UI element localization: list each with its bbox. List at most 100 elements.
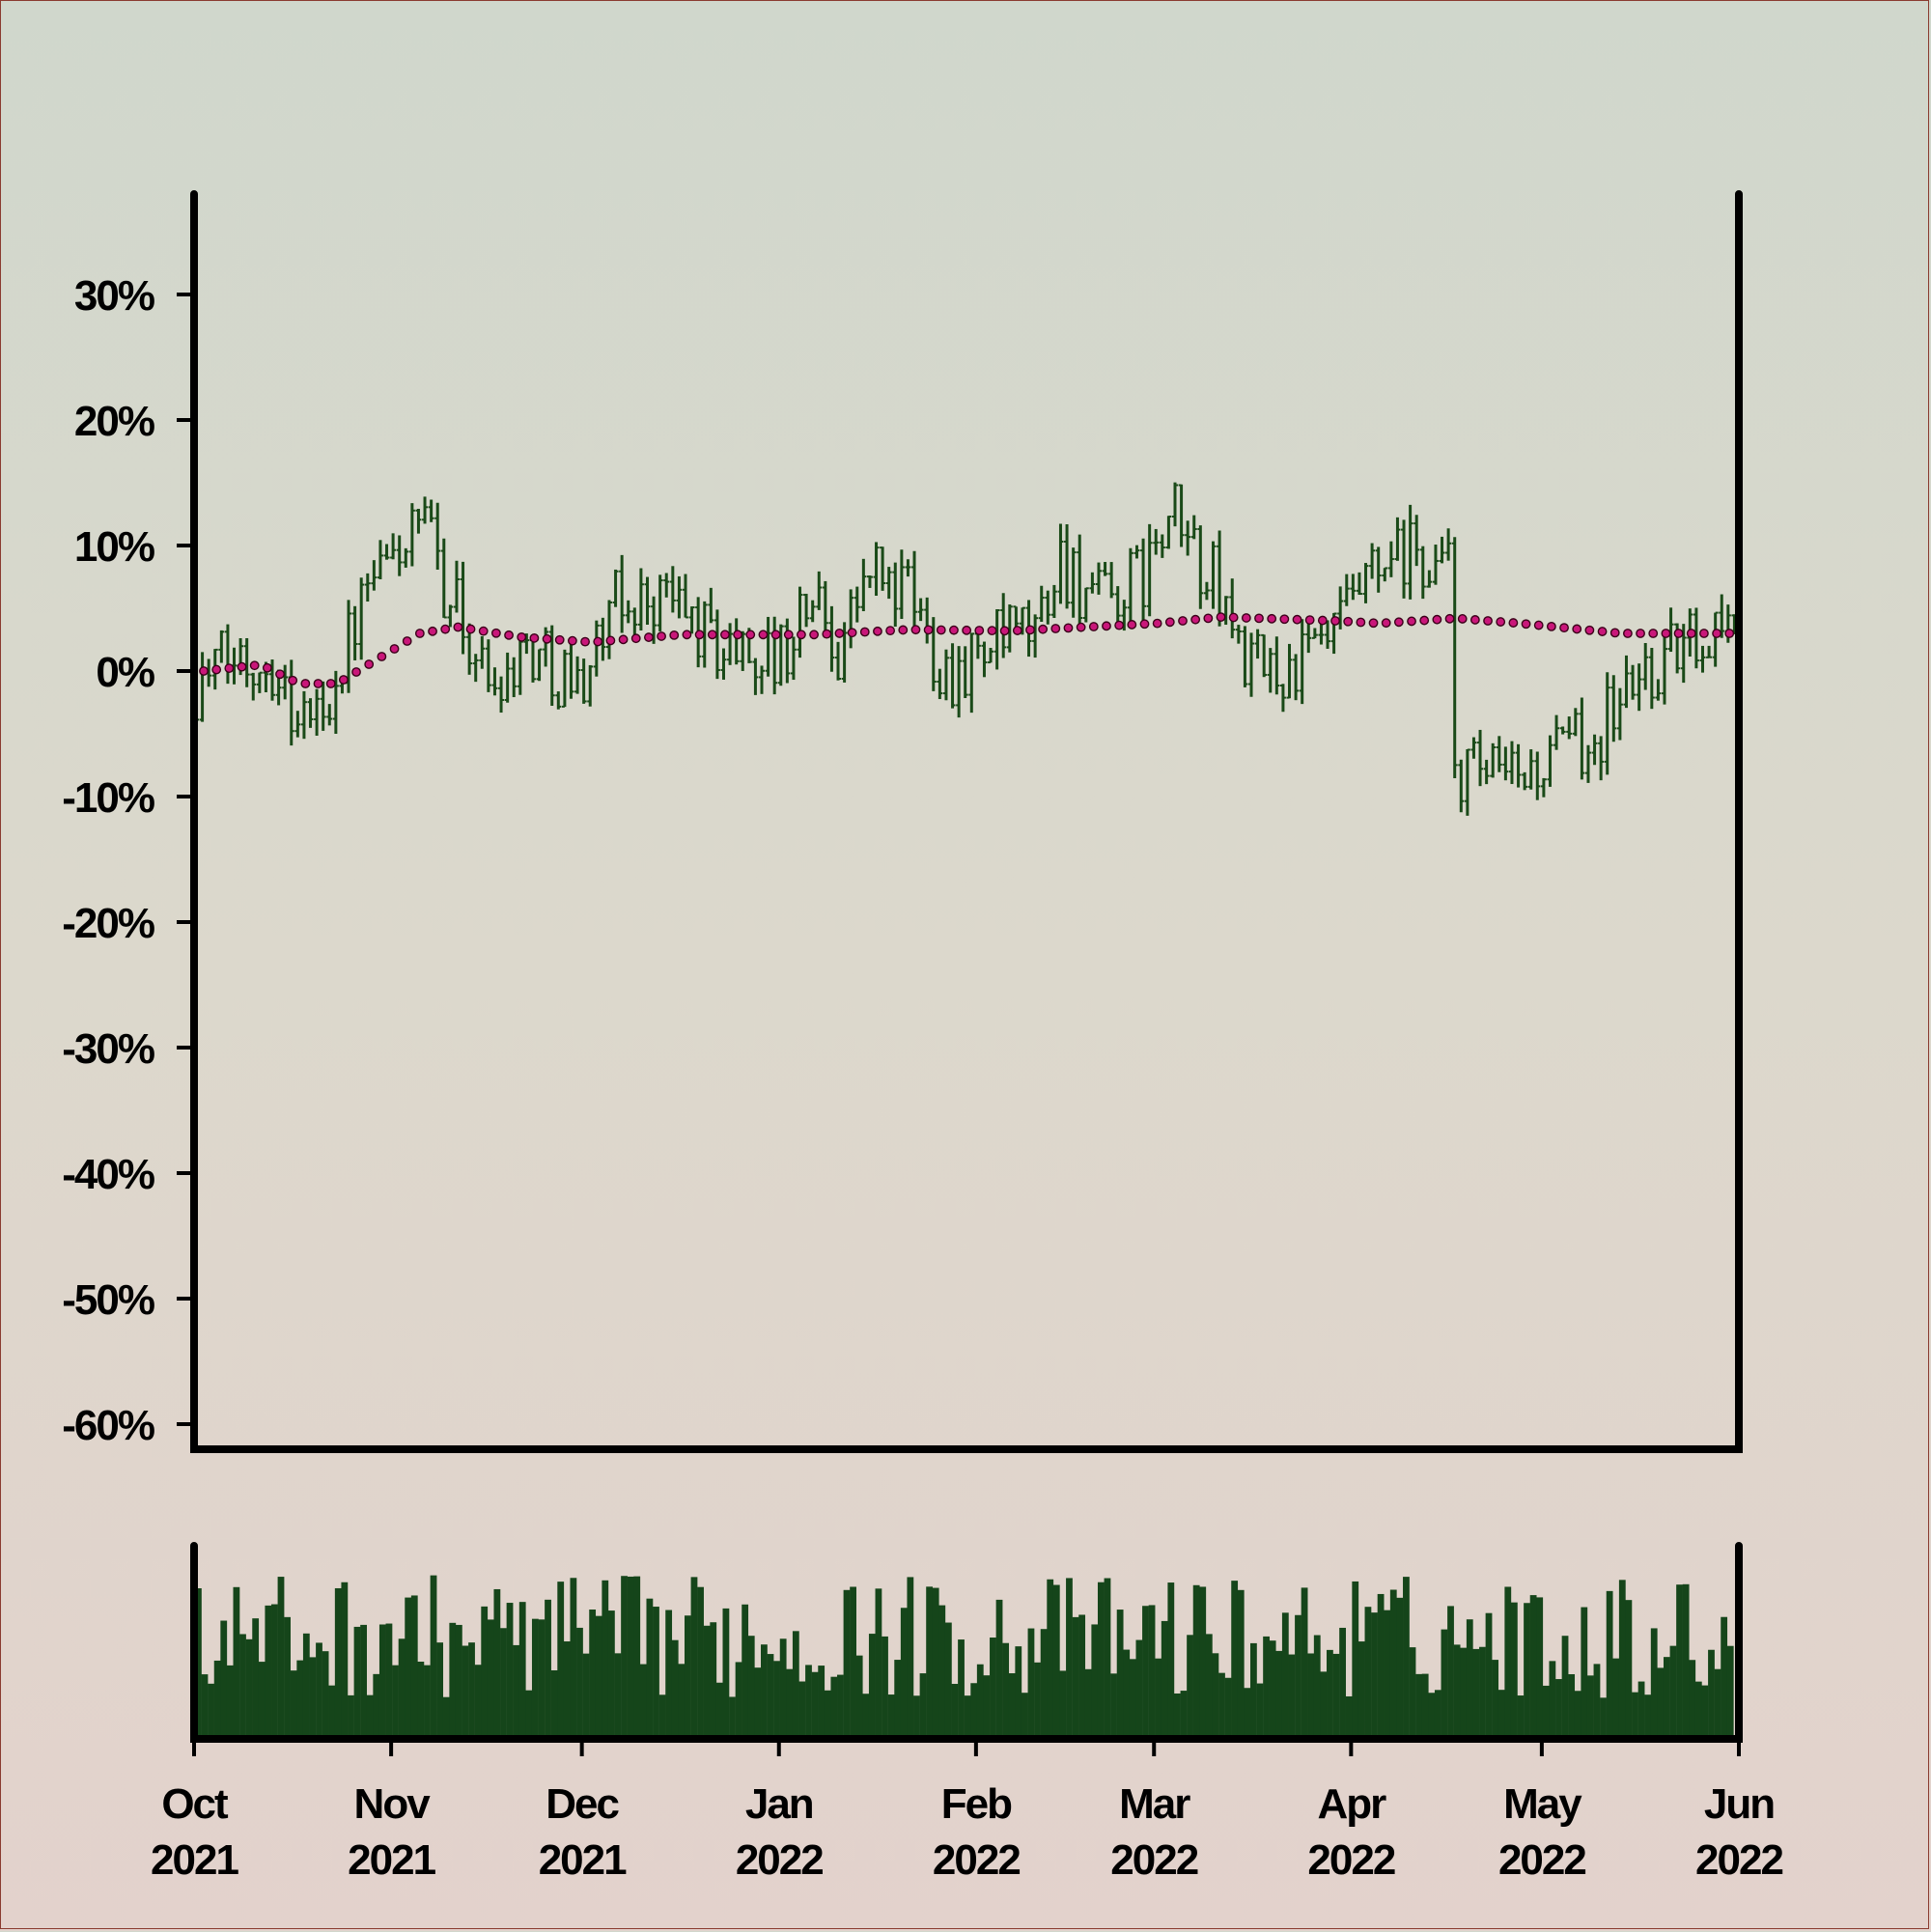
y-tick-label: -20% [62,900,154,947]
volume-bar [1472,1648,1480,1739]
y-tick-label: -60% [62,1402,154,1449]
moving-average-point [1419,615,1430,626]
y-tick-label: 0% [96,649,154,696]
volume-bar [1453,1644,1461,1739]
moving-average-point [490,628,501,638]
ohlc-bar [485,639,491,692]
volume-bar [455,1624,462,1739]
ohlc-bar [396,535,403,576]
volume-bar [875,1588,882,1739]
volume-bar [1256,1683,1264,1739]
volume-bar [894,1660,902,1739]
volume-bar [373,1673,380,1739]
ohlc-bar [1006,604,1013,653]
volume-bar [907,1577,914,1739]
volume-bar [1002,1642,1010,1739]
moving-average-point [1317,615,1328,626]
volume-bar [938,1605,946,1739]
ohlc-bar [434,502,441,571]
volume-bar [976,1664,984,1739]
ohlc-bar [924,597,931,644]
moving-average-point [1216,612,1226,622]
ohlc-bar [1171,482,1178,527]
y-tick-label: 10% [74,523,154,571]
volume-bar [296,1660,304,1739]
ohlc-bar [803,593,810,628]
ohlc-bar [1178,484,1185,547]
moving-average-point [465,624,476,634]
ohlc-bar [320,681,326,731]
volume-bar [1409,1647,1416,1739]
ohlc-bar [866,575,873,588]
volume-bar [1059,1670,1067,1739]
volume-bar [1428,1693,1436,1739]
moving-average-point [224,663,235,674]
ohlc-bar [332,670,339,735]
volume-bar [1339,1627,1346,1739]
moving-average-point [1559,623,1569,633]
moving-average-point [783,630,794,640]
ohlc-bar [282,664,289,700]
ohlc-bar [593,620,600,677]
ohlc-bar [460,561,466,655]
moving-average-point [1190,614,1201,625]
ohlc-bar [1648,647,1655,710]
moving-average-point [694,630,705,640]
volume-bar [1415,1673,1422,1739]
volume-bar [1682,1583,1690,1739]
volume-bar [1708,1649,1715,1739]
ohlc-bar [1140,538,1147,623]
volume-bar [271,1604,278,1739]
ohlc-bar [1598,736,1605,781]
ohlc-bar [1655,679,1662,701]
price-panel: 30% 20% 10% 0% -10% -20% -30% -40% -50% -60% [62,190,1743,1453]
ohlc-bar [1185,520,1191,556]
moving-average-point [1444,613,1455,624]
volume-bar [1250,1642,1257,1739]
volume-bar [1389,1589,1397,1739]
ohlc-bar [956,646,963,718]
ohlc-bar [1114,586,1121,627]
volume-bar [1510,1602,1518,1739]
ohlc-bar [942,649,949,701]
moving-average-point [1330,616,1340,626]
ohlc-bar [619,554,626,633]
volume-bar [1091,1624,1099,1739]
volume-bar [398,1638,406,1739]
ohlc-bar [1102,562,1108,576]
price-axes-frame [190,190,1743,1453]
ohlc-bar [1095,562,1102,595]
moving-average-point [630,633,641,644]
volume-bar [1205,1634,1213,1739]
moving-average-point [1356,617,1366,628]
volume-bar [1084,1668,1092,1739]
ohlc-bar [1522,771,1528,791]
volume-bar [462,1645,469,1739]
moving-average-point [1724,629,1735,638]
ohlc-bar [644,576,651,626]
moving-average-point [1152,618,1162,629]
ohlc-bar [816,571,823,610]
ohlc-bar [479,635,486,669]
volume-bar [1517,1695,1525,1739]
ohlc-bar [651,596,658,644]
ohlc-bar [453,560,460,613]
volume-bar [671,1639,679,1739]
volume-bar [1288,1654,1296,1739]
ohlc-bar [1623,655,1630,709]
ohlc-bar [574,656,581,694]
volume-bar [239,1634,246,1739]
ohlc-bar [224,624,231,685]
ohlc-bar [1077,534,1083,628]
moving-average-point [923,625,934,635]
ohlc-bar [300,690,307,740]
moving-average-point [605,635,616,646]
volume-bar [233,1586,240,1739]
moving-average-point [873,626,882,636]
volume-bar [665,1610,673,1739]
ohlc-bar [790,636,797,681]
volume-bar [195,1588,202,1739]
volume-bar [843,1589,851,1739]
ohlc-bar [962,646,968,699]
